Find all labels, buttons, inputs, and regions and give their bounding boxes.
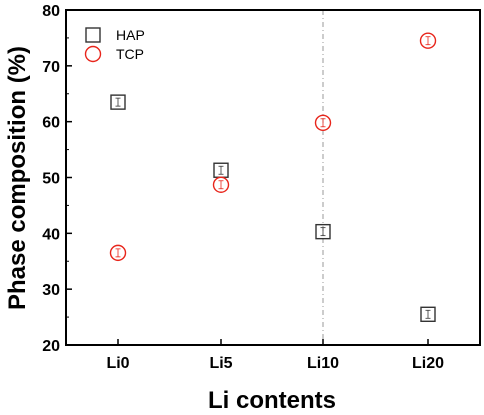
circle-marker xyxy=(419,32,437,49)
tcp-point xyxy=(109,244,127,262)
y-tick-label: 40 xyxy=(42,226,60,243)
square-marker xyxy=(85,27,101,43)
x-tick-label: Li5 xyxy=(209,355,232,372)
y-tick-label: 30 xyxy=(42,282,60,299)
hap-point xyxy=(315,223,331,240)
y-axis-title: Phase composition (%) xyxy=(4,46,31,310)
legend-item-tcp: TCP xyxy=(84,45,144,63)
y-tick-label: 80 xyxy=(42,3,60,20)
legend-label: HAP xyxy=(116,27,145,43)
hap-point xyxy=(110,94,126,110)
y-tick-label: 20 xyxy=(42,338,60,355)
x-axis-title: Li contents xyxy=(208,387,336,414)
axes xyxy=(65,9,481,346)
data-points-layer xyxy=(109,32,437,322)
square-marker xyxy=(110,94,126,110)
hap-point xyxy=(213,162,229,178)
square-marker xyxy=(420,306,436,322)
tick-labels: 20 30 40 50 60 70 80 Li0 Li5 Li10 Li20 xyxy=(42,3,444,372)
x-tick-label: Li10 xyxy=(307,355,339,372)
legend-label: TCP xyxy=(116,46,144,62)
tcp-point xyxy=(419,32,437,49)
hap-point xyxy=(420,306,436,322)
tcp-point xyxy=(212,176,230,193)
circle-marker xyxy=(109,244,127,262)
y-tick-label: 70 xyxy=(42,59,60,76)
tcp-point xyxy=(314,114,332,131)
circle-marker xyxy=(212,176,230,193)
legend-item-hap: HAP xyxy=(85,27,145,43)
circle-marker xyxy=(314,114,332,131)
legend: HAP TCP xyxy=(84,27,145,63)
x-tick-label: Li0 xyxy=(106,355,129,372)
square-marker xyxy=(315,223,331,240)
y-tick-label: 50 xyxy=(42,171,60,188)
x-tick-label: Li20 xyxy=(412,355,444,372)
y-tick-label: 60 xyxy=(42,115,60,132)
circle-marker xyxy=(84,45,102,63)
